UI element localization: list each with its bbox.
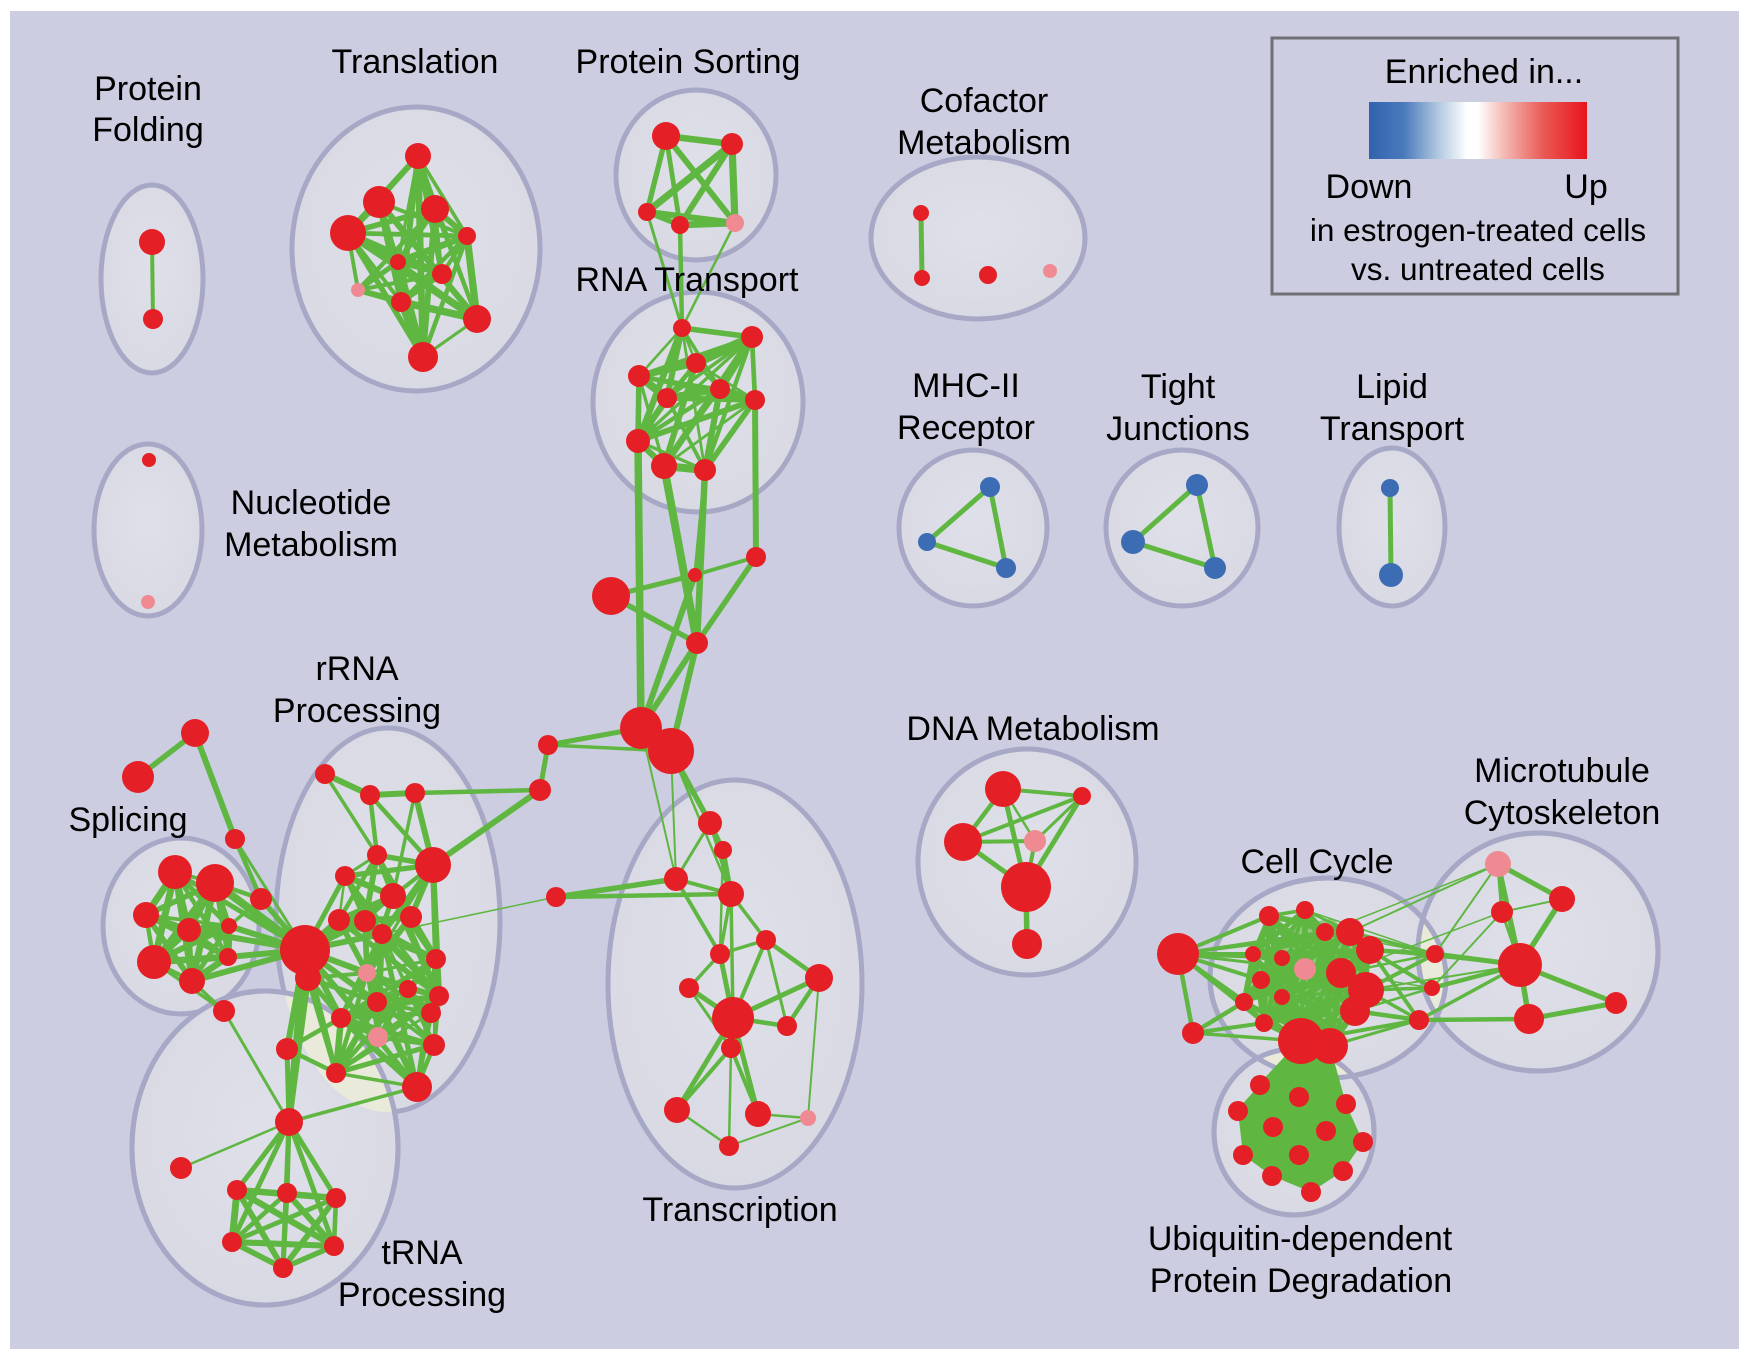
- svg-text:Tight: Tight: [1141, 368, 1216, 406]
- svg-text:Metabolism: Metabolism: [224, 526, 398, 564]
- svg-text:Protein Sorting: Protein Sorting: [576, 43, 801, 81]
- svg-text:Up: Up: [1564, 168, 1607, 206]
- svg-text:Down: Down: [1326, 168, 1413, 206]
- svg-text:Ubiquitin-dependent: Ubiquitin-dependent: [1148, 1220, 1453, 1258]
- svg-text:Transport: Transport: [1320, 410, 1465, 448]
- svg-text:Junctions: Junctions: [1106, 410, 1250, 448]
- svg-text:tRNA: tRNA: [381, 1234, 463, 1272]
- svg-text:Metabolism: Metabolism: [897, 124, 1071, 162]
- svg-text:Lipid: Lipid: [1356, 368, 1428, 406]
- svg-text:Protein: Protein: [94, 70, 202, 108]
- svg-text:Enriched in...: Enriched in...: [1385, 53, 1583, 91]
- svg-text:rRNA: rRNA: [315, 650, 398, 688]
- svg-text:vs. untreated cells: vs. untreated cells: [1351, 251, 1605, 287]
- svg-text:Nucleotide: Nucleotide: [231, 484, 392, 522]
- svg-text:Transcription: Transcription: [642, 1191, 837, 1229]
- svg-text:Cytoskeleton: Cytoskeleton: [1464, 794, 1661, 832]
- svg-text:Splicing: Splicing: [68, 801, 187, 839]
- svg-text:Processing: Processing: [273, 692, 441, 730]
- svg-text:Receptor: Receptor: [897, 409, 1035, 447]
- svg-text:Cell Cycle: Cell Cycle: [1240, 843, 1393, 881]
- svg-text:Microtubule: Microtubule: [1474, 752, 1650, 790]
- svg-text:DNA Metabolism: DNA Metabolism: [906, 710, 1159, 748]
- svg-text:RNA Transport: RNA Transport: [576, 261, 800, 299]
- svg-text:MHC-II: MHC-II: [912, 367, 1020, 405]
- svg-text:in estrogen-treated cells: in estrogen-treated cells: [1310, 212, 1646, 248]
- svg-text:Translation: Translation: [332, 43, 499, 81]
- svg-text:Cofactor: Cofactor: [920, 82, 1049, 120]
- svg-text:Protein Degradation: Protein Degradation: [1150, 1262, 1452, 1300]
- svg-text:Processing: Processing: [338, 1276, 506, 1314]
- svg-text:Folding: Folding: [92, 111, 204, 149]
